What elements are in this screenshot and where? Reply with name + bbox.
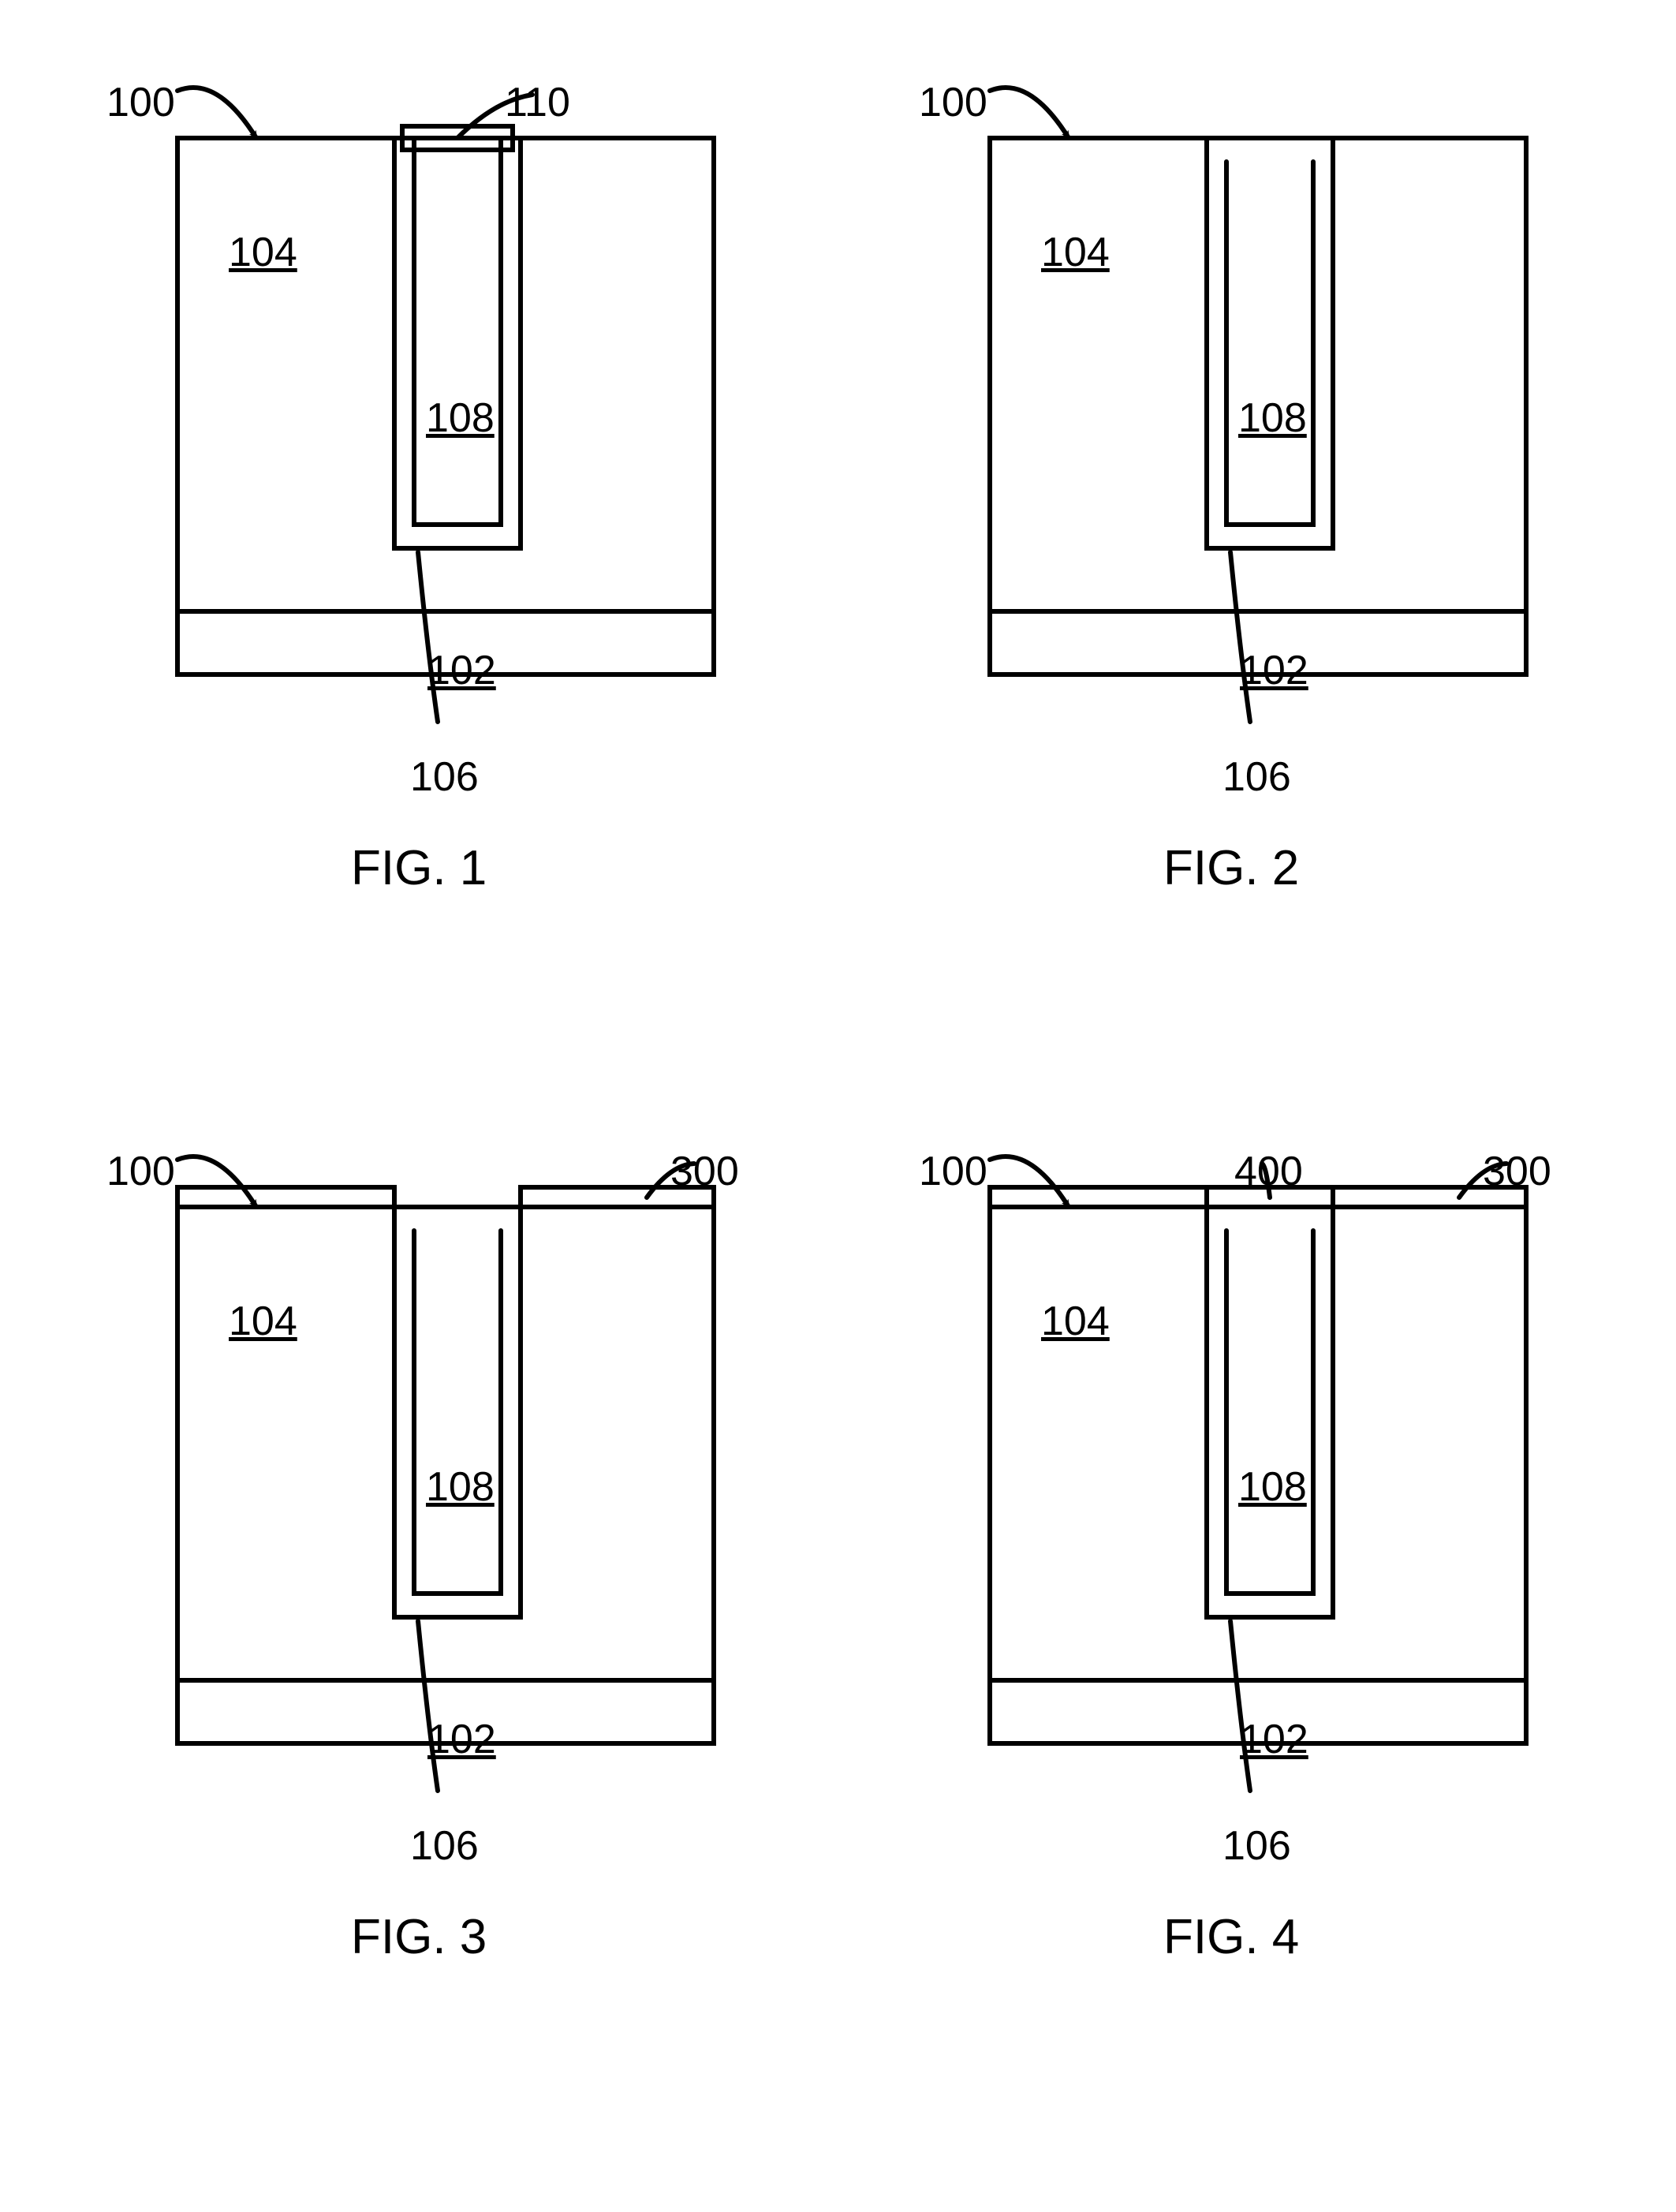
ref-100-fig4: 100 — [919, 1148, 987, 1195]
caption-fig4: FIG. 4 — [1163, 1909, 1299, 1965]
caption-fig3: FIG. 3 — [351, 1909, 487, 1965]
ref-102-fig1: 102 — [427, 647, 496, 694]
ref-102-fig3: 102 — [427, 1716, 496, 1763]
ref-110-fig1: 110 — [505, 79, 570, 126]
ref-400-fig4: 400 — [1234, 1148, 1303, 1195]
ref-104-fig3: 104 — [229, 1298, 297, 1345]
ref-104-fig1: 104 — [229, 229, 297, 276]
ref-108-fig1: 108 — [426, 394, 495, 442]
page: 100 110 104 108 102 106 FIG. 1 100 104 1… — [0, 0, 1676, 2212]
ref-108-fig3: 108 — [426, 1463, 495, 1511]
ref-104-fig4: 104 — [1041, 1298, 1110, 1345]
ref-100-fig2: 100 — [919, 79, 987, 126]
ref-100-fig1: 100 — [106, 79, 175, 126]
ref-106-fig1: 106 — [410, 753, 479, 801]
caption-fig1: FIG. 1 — [351, 840, 487, 896]
ref-102-fig2: 102 — [1240, 647, 1308, 694]
ref-300-fig4: 300 — [1483, 1148, 1551, 1195]
ref-106-fig2: 106 — [1222, 753, 1291, 801]
ref-100-fig3: 100 — [106, 1148, 175, 1195]
ref-104-fig2: 104 — [1041, 229, 1110, 276]
diagram-svg — [0, 0, 1676, 2212]
ref-106-fig4: 106 — [1222, 1822, 1291, 1870]
ref-300-fig3: 300 — [670, 1148, 739, 1195]
caption-fig2: FIG. 2 — [1163, 840, 1299, 896]
ref-108-fig2: 108 — [1238, 394, 1307, 442]
ref-108-fig4: 108 — [1238, 1463, 1307, 1511]
ref-102-fig4: 102 — [1240, 1716, 1308, 1763]
ref-106-fig3: 106 — [410, 1822, 479, 1870]
